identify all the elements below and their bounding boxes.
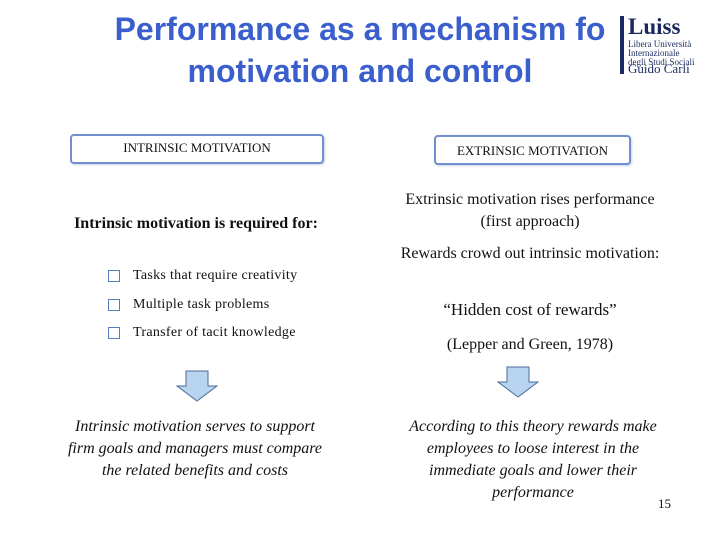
luiss-logo: Luiss Libera Università Internazionale d… (620, 14, 716, 76)
logo-subtitle: Libera Università Internazionale degli S… (628, 40, 695, 67)
intrinsic-conclusion: Intrinsic motivation serves to support f… (67, 418, 323, 479)
checkbox-bullet-icon (108, 270, 120, 282)
title-line-1: Performance as a mechanism fo (114, 11, 606, 47)
down-arrow-icon (497, 366, 539, 398)
list-item: Transfer of tacit knowledge (108, 323, 348, 352)
intrinsic-motivation-box: INTRINSIC MOTIVATION (70, 134, 324, 164)
extrinsic-line-1: Extrinsic motivation rises performance (… (405, 191, 655, 230)
list-item: Multiple task problems (108, 295, 348, 324)
bullet-text: Multiple task problems (133, 296, 270, 312)
title-line-2: motivation and control (187, 53, 533, 89)
extrinsic-motivation-box: EXTRINSIC MOTIVATION (434, 135, 631, 165)
extrinsic-conclusion: According to this theory rewards make em… (409, 418, 657, 501)
intrinsic-bullet-list: Tasks that require creativity Multiple t… (108, 266, 348, 352)
checkbox-bullet-icon (108, 298, 120, 311)
intrinsic-heading: Intrinsic motivation is required for: (74, 215, 318, 232)
logo-line-3: degli Studi Sociali (628, 57, 695, 67)
bullet-text: Tasks that require creativity (133, 268, 298, 283)
list-item: Tasks that require creativity (108, 266, 348, 295)
page-number: 15 (658, 496, 671, 511)
logo-name: Luiss (628, 14, 681, 39)
down-arrow-icon (176, 370, 218, 402)
logo-line-2: Internazionale (628, 48, 680, 58)
checkbox-bullet-icon (108, 327, 120, 339)
extrinsic-line-4: (Lepper and Green, 1978) (446, 336, 614, 353)
logo-bar (620, 16, 624, 74)
slide-title: Performance as a mechanism fo motivation… (60, 8, 660, 92)
bullet-text: Transfer of tacit knowledge (133, 325, 296, 340)
logo-line-4: Guido Carli (628, 61, 690, 76)
extrinsic-line-3: “Hidden cost of rewards” (443, 300, 617, 319)
logo-line-1: Libera Università (628, 39, 692, 49)
extrinsic-line-2: Rewards crowd out intrinsic motivation: (400, 245, 660, 262)
